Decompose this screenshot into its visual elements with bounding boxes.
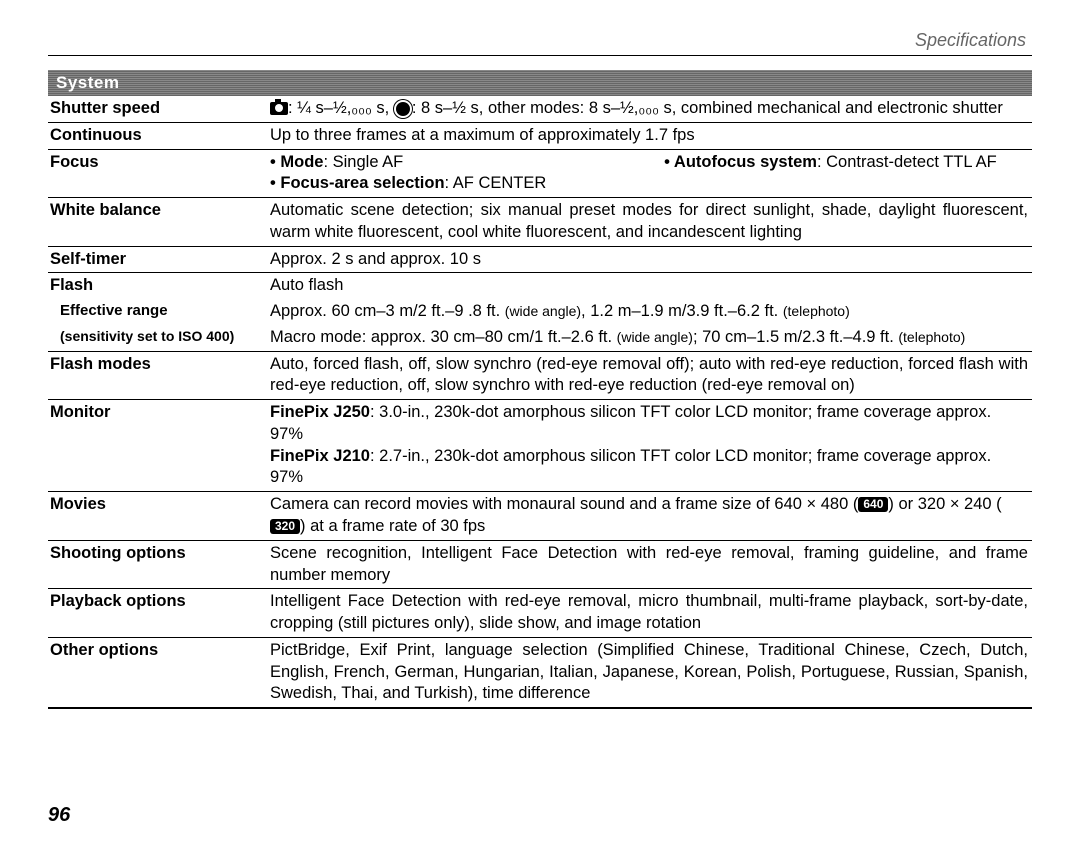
row-other: Other options PictBridge, Exif Print, la… — [48, 637, 1032, 708]
row-movies: Movies Camera can record movies with mon… — [48, 492, 1032, 541]
page-content: Specifications System Shutter speed : ¼ … — [0, 0, 1080, 709]
label-focus: Focus — [48, 149, 268, 198]
row-shutter-speed: Shutter speed : ¼ s–½,₀₀₀ s, : 8 s–½ s, … — [48, 96, 1032, 122]
value-self-timer: Approx. 2 s and approx. 10 s — [268, 246, 1032, 273]
label-continuous: Continuous — [48, 122, 268, 149]
value-other: PictBridge, Exif Print, language selecti… — [268, 637, 1032, 708]
value-flash: Auto flash — [268, 273, 1032, 299]
row-white-balance: White balance Automatic scene detection;… — [48, 198, 1032, 247]
label-flash: Flash — [48, 273, 268, 299]
scene-icon — [396, 102, 410, 116]
value-focus: • Mode: Single AF • Autofocus system: Co… — [268, 149, 1032, 198]
label-playback: Playback options — [48, 589, 268, 638]
row-monitor: Monitor FinePix J250: 3.0-in., 230k-dot … — [48, 400, 1032, 492]
badge-640: 640 — [858, 497, 888, 512]
page-number: 96 — [48, 804, 70, 827]
row-shooting: Shooting options Scene recognition, Inte… — [48, 540, 1032, 589]
label-movies: Movies — [48, 492, 268, 541]
label-effective-range: Effective range — [50, 301, 264, 321]
label-self-timer: Self-timer — [48, 246, 268, 273]
label-other: Other options — [48, 637, 268, 708]
row-focus: Focus • Mode: Single AF • Autofocus syst… — [48, 149, 1032, 198]
value-white-balance: Automatic scene detection; six manual pr… — [268, 198, 1032, 247]
value-playback: Intelligent Face Detection with red-eye … — [268, 589, 1032, 638]
value-effective-range: Approx. 60 cm–3 m/2 ft.–9 .8 ft. (wide a… — [268, 299, 1032, 325]
label-shooting: Shooting options — [48, 540, 268, 589]
row-flash: Flash Auto flash — [48, 273, 1032, 299]
page-header: Specifications — [48, 30, 1032, 51]
row-flash-modes: Flash modes Auto, forced flash, off, slo… — [48, 351, 1032, 400]
label-flash-modes: Flash modes — [48, 351, 268, 400]
badge-320: 320 — [270, 519, 300, 534]
value-flash-modes: Auto, forced flash, off, slow synchro (r… — [268, 351, 1032, 400]
value-continuous: Up to three frames at a maximum of appro… — [268, 122, 1032, 149]
row-flash-range2: (sensitivity set to ISO 400) Macro mode:… — [48, 325, 1032, 351]
label-white-balance: White balance — [48, 198, 268, 247]
value-shutter-speed: : ¼ s–½,₀₀₀ s, : 8 s–½ s, other modes: 8… — [268, 96, 1032, 122]
section-header: System — [48, 70, 1032, 96]
row-continuous: Continuous Up to three frames at a maxim… — [48, 122, 1032, 149]
value-macro-range: Macro mode: approx. 30 cm–80 cm/1 ft.–2.… — [268, 325, 1032, 351]
value-monitor: FinePix J250: 3.0-in., 230k-dot amorphou… — [268, 400, 1032, 492]
label-sensitivity: (sensitivity set to ISO 400) — [50, 327, 264, 345]
label-monitor: Monitor — [48, 400, 268, 492]
value-shooting: Scene recognition, Intelligent Face Dete… — [268, 540, 1032, 589]
header-rule — [48, 55, 1032, 56]
spec-table: Shutter speed : ¼ s–½,₀₀₀ s, : 8 s–½ s, … — [48, 96, 1032, 709]
row-playback: Playback options Intelligent Face Detect… — [48, 589, 1032, 638]
value-movies: Camera can record movies with monaural s… — [268, 492, 1032, 541]
row-flash-range1: Effective range Approx. 60 cm–3 m/2 ft.–… — [48, 299, 1032, 325]
camera-icon — [270, 102, 288, 115]
row-self-timer: Self-timer Approx. 2 s and approx. 10 s — [48, 246, 1032, 273]
label-shutter-speed: Shutter speed — [48, 96, 268, 122]
